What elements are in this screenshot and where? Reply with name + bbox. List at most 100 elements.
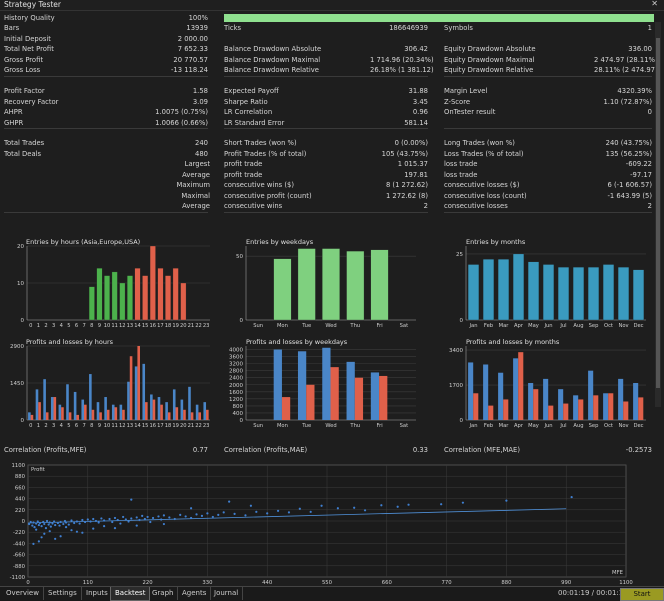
bar xyxy=(632,269,645,321)
bar xyxy=(482,259,495,321)
profit-bar xyxy=(618,378,624,420)
tab-journal[interactable]: Journal xyxy=(210,587,244,600)
tab-agents[interactable]: Agents xyxy=(178,587,212,600)
x-tick-label: 19 xyxy=(172,323,179,329)
stat-label: Maximum xyxy=(176,181,211,190)
x-tick-label: Mon xyxy=(277,423,288,429)
x-tick-label: 5 xyxy=(67,423,70,429)
stat-value: 1 015.37 xyxy=(397,160,428,169)
stat-value: 2 474.97 (28.11%) xyxy=(594,55,658,64)
bar xyxy=(527,261,540,321)
scatter-point xyxy=(48,521,51,524)
tab-inputs[interactable]: Inputs xyxy=(82,587,113,600)
tab-graph[interactable]: Graph xyxy=(148,587,179,600)
start-button[interactable]: Start xyxy=(620,588,664,601)
stat-label: Loss Trades (% of total) xyxy=(444,149,524,158)
loss-bar xyxy=(38,402,41,420)
x-tick-label: 20 xyxy=(180,423,187,429)
scatter-point xyxy=(108,517,111,521)
scatter-point xyxy=(37,523,40,527)
x-tick-label: Oct xyxy=(604,423,613,429)
bar xyxy=(149,245,156,321)
scatter-point xyxy=(63,519,67,523)
profit-bar xyxy=(96,402,100,420)
loss-bar xyxy=(563,403,569,420)
profit-bar xyxy=(134,366,138,420)
x-tick-label: Jul xyxy=(559,323,566,329)
y-tick-label: 10 xyxy=(17,281,24,287)
loss-bar xyxy=(548,405,554,420)
stat-label: Recovery Factor xyxy=(4,97,59,106)
scatter-point xyxy=(40,524,43,528)
x-tick-label: 22 xyxy=(195,323,202,329)
scatter-point xyxy=(217,513,220,516)
stat-value: 197.81 xyxy=(404,170,428,179)
scatter-point xyxy=(48,530,51,533)
bar xyxy=(467,264,480,321)
bar xyxy=(557,266,570,321)
x-tick-label: 17 xyxy=(157,423,164,429)
bar xyxy=(180,282,187,321)
stat-value: 26.18% (1 381.12) xyxy=(370,66,434,75)
x-tick-label: 23 xyxy=(203,323,210,329)
stats-row-separator xyxy=(4,211,208,213)
stat-value: 20 770.57 xyxy=(173,55,208,64)
bar xyxy=(617,266,630,321)
scatter-point xyxy=(64,521,68,524)
scatter-point xyxy=(97,521,100,524)
scatter-y-tick: -440 xyxy=(13,541,26,547)
stat-value: 306.42 xyxy=(404,45,428,54)
scatter-point xyxy=(54,537,57,540)
loss-bar xyxy=(160,404,163,420)
x-tick-label: 14 xyxy=(134,423,141,429)
scatter-point xyxy=(320,504,323,507)
stat-label: LR Correlation xyxy=(224,108,273,117)
tab-settings[interactable]: Settings xyxy=(44,587,82,600)
tab-backtest[interactable]: Backtest xyxy=(110,587,151,601)
stat-value: 0.96 xyxy=(412,108,428,117)
stat-value: 28.11% (2 474.97) xyxy=(594,66,658,75)
bar xyxy=(127,275,133,321)
loss-bar xyxy=(122,409,125,420)
vertical-scrollbar[interactable] xyxy=(655,22,661,407)
stat-value: 7 652.33 xyxy=(177,45,208,54)
scatter-point xyxy=(52,520,56,523)
y-tick-label: 2400 xyxy=(229,376,243,382)
x-tick-label: Wed xyxy=(325,423,336,429)
scatter-point xyxy=(56,521,60,525)
scatter-point xyxy=(298,507,301,510)
scatter-point xyxy=(33,526,36,529)
x-tick-label: Mon xyxy=(277,323,288,329)
bar xyxy=(165,275,171,321)
stat-label: Ticks xyxy=(224,24,242,33)
x-tick-label: Jun xyxy=(543,423,552,429)
scatter-point xyxy=(75,530,79,533)
x-tick-label: 13 xyxy=(127,323,134,329)
scatter-point xyxy=(141,514,144,518)
scatter-y-tick: -660 xyxy=(13,553,26,559)
y-tick-label: 4000 xyxy=(229,348,243,354)
corr-profits-mae-label: Correlation (Profits,MAE) xyxy=(224,446,308,454)
bar xyxy=(322,248,340,321)
y-tick-label: 25 xyxy=(456,252,463,258)
scatter-point xyxy=(211,515,214,519)
profit-bar xyxy=(543,378,549,420)
scatter-point xyxy=(206,512,209,515)
loss-bar xyxy=(518,352,524,420)
loss-bar xyxy=(137,346,141,420)
close-icon[interactable]: ✕ xyxy=(651,0,658,8)
scatter-point xyxy=(32,521,35,524)
scatter-point xyxy=(505,499,508,502)
x-tick-label: 21 xyxy=(188,323,195,329)
profit-bar xyxy=(603,393,609,420)
scatter-point xyxy=(287,511,291,514)
loss-bar xyxy=(473,393,479,420)
y-tick-label: 400 xyxy=(233,411,244,417)
stat-value: 1.0066 (0.66%) xyxy=(155,118,208,127)
loss-bar xyxy=(281,397,291,420)
tab-overview[interactable]: Overview xyxy=(2,587,44,600)
scatter-point xyxy=(100,517,103,520)
scatter-point xyxy=(70,519,73,522)
scatter-point xyxy=(78,522,81,525)
